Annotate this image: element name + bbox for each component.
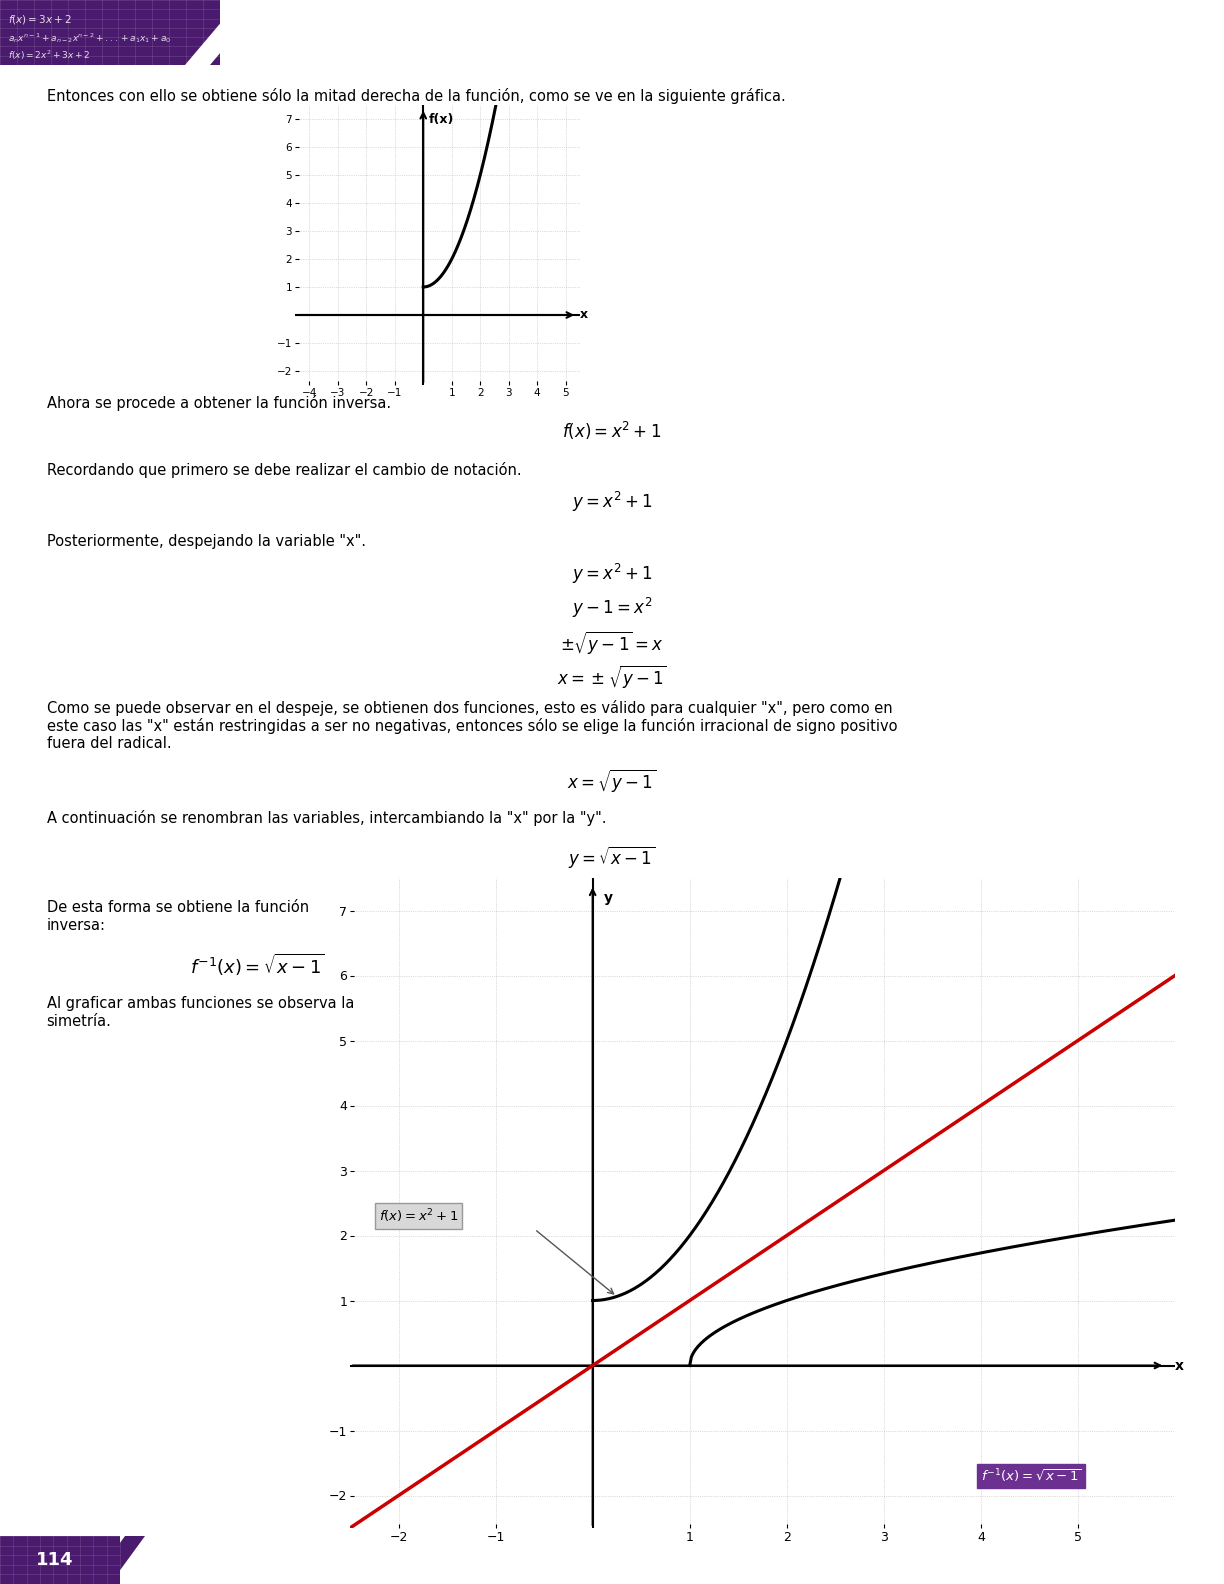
Polygon shape	[185, 0, 266, 65]
Bar	[0, 0, 220, 65]
Text: Al graficar ambas funciones se observa la: Al graficar ambas funciones se observa l…	[47, 996, 354, 1011]
Text: x: x	[580, 309, 588, 322]
Text: SEMESTRE 4: SEMESTRE 4	[957, 16, 1211, 51]
Text: $y = x^2 + 1$: $y = x^2 + 1$	[572, 489, 652, 515]
Text: 114: 114	[37, 1551, 73, 1570]
Text: $f^{-1}(x)= \sqrt{x-1}$: $f^{-1}(x)= \sqrt{x-1}$	[190, 952, 324, 977]
Polygon shape	[91, 1536, 144, 1584]
Bar	[0, 1536, 120, 1584]
Text: y: y	[605, 890, 613, 904]
Text: $f^{-1}(x)= \sqrt{x-1}$: $f^{-1}(x)= \sqrt{x-1}$	[980, 1467, 1081, 1484]
Text: $f(x) = 3x + 2$: $f(x) = 3x + 2$	[9, 13, 72, 25]
Text: simetría.: simetría.	[47, 1014, 111, 1030]
Text: fuera del radical.: fuera del radical.	[47, 737, 171, 751]
Text: Posteriormente, despejando la variable "x".: Posteriormente, despejando la variable "…	[47, 534, 366, 550]
Text: f(x): f(x)	[428, 114, 454, 127]
Text: $a_n x^{n-1} + a_{n-2}x^{n-2} + ... + a_1x_1 + a_0$: $a_n x^{n-1} + a_{n-2}x^{n-2} + ... + a_…	[9, 32, 171, 44]
Text: Entonces con ello se obtiene sólo la mitad derecha de la función, como se ve en : Entonces con ello se obtiene sólo la mit…	[47, 89, 786, 105]
Text: x: x	[1175, 1359, 1184, 1372]
Text: $f(x) = 2x^2 + 3x + 2$: $f(x) = 2x^2 + 3x + 2$	[9, 49, 91, 62]
Text: $y = x^2 + 1$: $y = x^2 + 1$	[572, 562, 652, 586]
Text: $x = \sqrt{y-1}$: $x = \sqrt{y-1}$	[567, 768, 657, 795]
Text: APLICA FUNCIONES ESPECIALES Y TRANSFORMACIONES DE GRÁFICAS: APLICA FUNCIONES ESPECIALES Y TRANSFORMA…	[415, 1552, 925, 1568]
Text: $y = \sqrt{x-1}$: $y = \sqrt{x-1}$	[568, 844, 656, 870]
Text: Recordando que primero se debe realizar el cambio de notación.: Recordando que primero se debe realizar …	[47, 463, 521, 478]
Text: $\pm \sqrt{y-1} = x$: $\pm \sqrt{y-1} = x$	[561, 630, 663, 657]
Text: Ahora se procede a obtener la función inversa.: Ahora se procede a obtener la función in…	[47, 394, 390, 410]
Text: $f(x)= x^2 +1$: $f(x)= x^2 +1$	[562, 420, 662, 442]
Text: inversa:: inversa:	[47, 919, 105, 933]
Text: De esta forma se obtiene la función: De esta forma se obtiene la función	[47, 900, 308, 916]
Text: $x = \pm\sqrt{y-1}$: $x = \pm\sqrt{y-1}$	[557, 664, 667, 691]
Text: este caso las "x" están restringidas a ser no negativas, entonces sólo se elige : este caso las "x" están restringidas a s…	[47, 718, 897, 733]
Text: $y - 1 = x^2$: $y - 1 = x^2$	[572, 596, 652, 619]
Text: Como se puede observar en el despeje, se obtienen dos funciones, esto es válido : Como se puede observar en el despeje, se…	[47, 700, 892, 716]
Text: $f(x)= x^2 +1$: $f(x)= x^2 +1$	[379, 1207, 459, 1224]
Text: A continuación se renombran las variables, intercambiando la "x" por la "y".: A continuación se renombran las variable…	[47, 809, 606, 825]
